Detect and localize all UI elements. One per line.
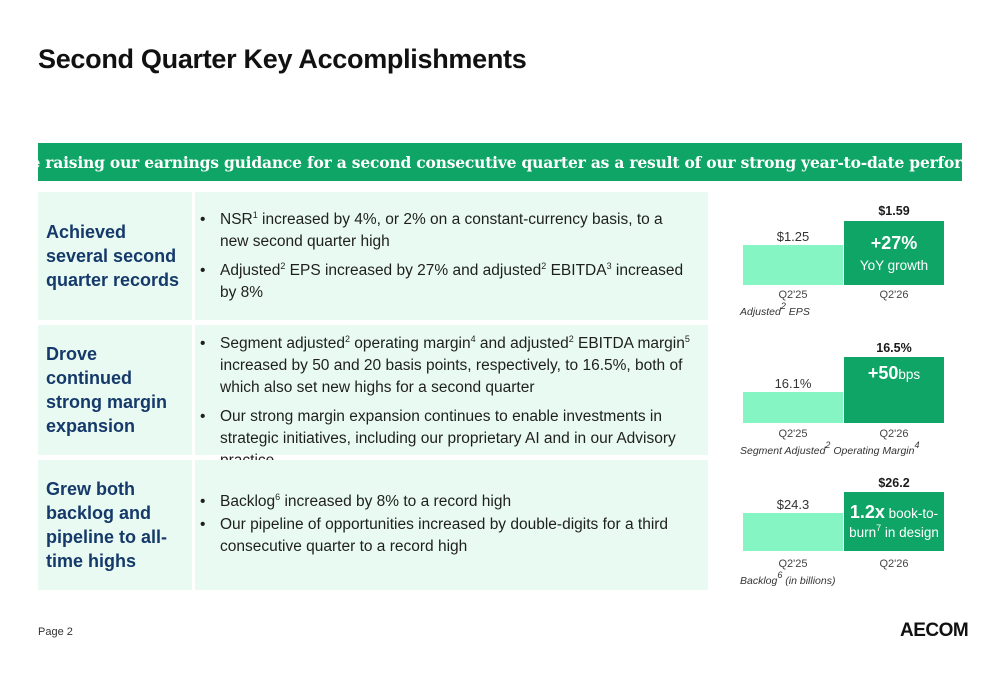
current-value-label: 16.5% <box>876 341 912 355</box>
current-value-label: $1.59 <box>878 204 910 218</box>
book-to-burn-value: 1.2x <box>849 501 885 522</box>
book-to-burn-line1: 1.2x book-to- <box>850 502 938 524</box>
chart-caption: Segment Adjusted2 Operating Margin4 <box>740 440 920 458</box>
row-divider <box>192 325 195 455</box>
bullet-item: NSR1 increased by 4%, or 2% on a constan… <box>198 209 694 253</box>
x-label-prior: Q2'25 <box>778 428 808 440</box>
x-label-prior: Q2'25 <box>778 289 808 301</box>
page-title: Second Quarter Key Accomplishments <box>38 44 527 74</box>
current-bar: +50 bps <box>844 357 944 423</box>
prior-value-label: $1.25 <box>776 229 810 244</box>
margin-comparison-chart: 16.5% 16.1% +50 bps Q2'25 Q2'26 Segment … <box>738 340 968 460</box>
row-divider <box>192 192 195 320</box>
prior-bar <box>743 245 843 285</box>
margin-delta-unit: bps <box>898 367 921 382</box>
margin-delta-value: +50 <box>867 363 899 383</box>
row-heading: Achieved several second quarter records <box>46 222 180 290</box>
accomplishment-row-records: Achieved several second quarter records … <box>38 192 708 320</box>
row-heading: Grew both backlog and pipeline to all-ti… <box>46 479 168 571</box>
bullet-item: Backlog6 increased by 8% to a record hig… <box>198 491 694 513</box>
page-number: Page 2 <box>38 626 73 638</box>
bullet-item: Our pipeline of opportunities increased … <box>198 514 694 558</box>
growth-label: YoY growth <box>859 258 929 273</box>
eps-comparison-chart: $1.59 $1.25 +27% YoY growth Q2'25 Q2'26 … <box>738 200 968 320</box>
book-to-burn-label: book-to- <box>884 505 939 521</box>
current-bar: 1.2x book-to- burn7 in design <box>844 492 944 551</box>
row-heading: Drove continued strong margin expansion <box>46 344 168 436</box>
x-label-current: Q2'26 <box>879 289 909 301</box>
prior-bar <box>743 392 843 423</box>
book-to-burn-line2: burn7 in design <box>849 522 939 540</box>
accomplishment-row-backlog: Grew both backlog and pipeline to all-ti… <box>38 460 708 590</box>
chart-caption: Backlog6 (in billions) <box>740 570 836 588</box>
backlog-comparison-chart: $26.2 $24.3 1.2x book-to- burn7 in desig… <box>738 475 968 595</box>
prior-bar <box>743 513 843 551</box>
bullet-list: Backlog6 increased by 8% to a record hig… <box>198 491 694 565</box>
accomplishment-row-margin: Drove continued strong margin expansion … <box>38 325 708 469</box>
guidance-banner: We are raising our earnings guidance for… <box>0 143 1000 181</box>
current-bar: +27% YoY growth <box>844 221 944 285</box>
row-divider <box>192 460 195 590</box>
chart-caption: Adjusted2 EPS <box>740 301 810 319</box>
prior-value-label: 16.1% <box>774 376 812 391</box>
company-logo: AECOM <box>900 620 969 641</box>
bullet-item: Segment adjusted2 operating margin4 and … <box>198 333 708 399</box>
growth-value: +27% <box>870 233 918 253</box>
x-label-current: Q2'26 <box>879 558 909 570</box>
x-label-prior: Q2'25 <box>778 558 808 570</box>
prior-value-label: $24.3 <box>776 497 810 512</box>
bullet-item: Adjusted2 EPS increased by 27% and adjus… <box>198 260 694 304</box>
bullet-list: Segment adjusted2 operating margin4 and … <box>198 333 708 479</box>
bullet-list: NSR1 increased by 4%, or 2% on a constan… <box>198 209 694 311</box>
x-label-current: Q2'26 <box>879 428 909 440</box>
current-value-label: $26.2 <box>878 476 910 490</box>
